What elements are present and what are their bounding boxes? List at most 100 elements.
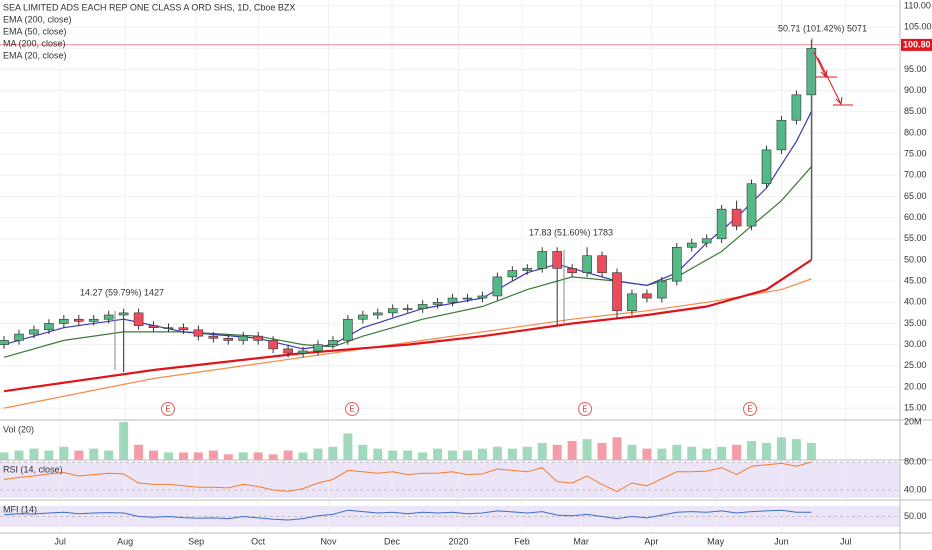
candle-body [806,47,817,96]
y-tick-label: 80.00 [904,127,927,137]
volume-bar [552,444,562,460]
candle-body [627,293,637,312]
volume-bar [208,450,218,460]
candle-body [253,335,263,341]
x-tick-label: Feb [514,536,530,546]
indicator-line [3,461,812,492]
candle-body [552,251,562,269]
price-tag [901,38,932,51]
candle-body [522,268,533,271]
y-tick-label: 25.00 [904,360,927,370]
candle-body [343,318,353,341]
volume-bar [732,444,742,460]
volume-bar [597,442,607,460]
volume-bar [268,454,278,460]
y-tick-label: 80.00 [904,456,927,466]
candle-body [701,238,712,244]
volume-bar [403,450,413,460]
candle-body [118,312,129,316]
candle-body [372,312,383,316]
y-tick-label: 15.00 [904,403,927,413]
candle-body [462,297,473,300]
y-tick-label: 20.00 [904,381,927,391]
earnings-marker [743,402,757,416]
volume-bar [193,452,203,460]
x-tick-label: Jun [774,536,789,546]
volume-bar [672,444,682,460]
volume-bar [418,452,428,460]
candle-body [328,340,338,345]
volume-bar [567,441,577,460]
volume-bar [223,454,233,460]
volume-bar [253,452,263,460]
volume-bar [14,450,24,460]
volume-bar [119,422,129,460]
volume-bar [477,448,487,460]
legend-label: MA (200, close) [3,38,66,48]
y-tick-label: 60.00 [904,212,927,222]
candle-body [776,119,787,151]
volume-bar [343,433,353,460]
x-tick-label: Mar [573,536,589,546]
volume-bar [44,450,54,460]
candle-body [402,308,413,310]
earnings-marker [578,402,592,416]
y-tick-label: 65.00 [904,191,927,201]
candle-body [73,318,84,322]
y-tick-label: 40.00 [904,297,927,307]
legend-label: EMA (50, close) [3,26,67,36]
candle-body [133,312,144,326]
legend-label: EMA (20, close) [3,50,67,60]
candle-body [657,280,667,299]
volume-bar [358,444,368,460]
volume-bar [149,450,159,460]
volume-bar [89,448,99,460]
y-tick-label: 105.00 [904,21,932,31]
y-tick-label: 55.00 [904,233,927,243]
volume-bar [492,446,502,460]
earnings-label: E [165,405,170,414]
candle-body [148,325,159,329]
x-tick-label: Nov [320,536,337,546]
candle-body [716,208,727,240]
indicator-line [3,509,812,521]
x-tick-label: May [707,536,725,546]
candle-body [313,344,323,352]
x-tick-label: Jul [54,536,66,546]
grid [0,0,900,533]
y-tick-label: 20M [904,416,922,426]
earnings-marker [345,402,359,416]
volume-bar [507,448,517,460]
volume-bar [74,450,84,460]
candle-body [88,318,99,322]
y-tick-label: 30.00 [904,339,927,349]
volume-bar [462,450,472,460]
x-tick-label: Aug [117,536,133,546]
candle-body [597,255,607,273]
volume-bar [238,452,248,460]
y-tick-label: 75.00 [904,148,927,158]
candle-body [208,335,219,339]
candle-body [238,335,249,341]
volume-bar [328,446,338,460]
volume-bar [627,444,637,460]
candle-body [791,94,802,121]
plot [0,39,900,521]
y-tick-label: 35.00 [904,318,927,328]
earnings-label: E [747,405,752,414]
candle-body [283,348,293,354]
chart-title: SEA LIMITED ADS EACH REP ONE CLASS A ORD… [3,2,295,12]
y-tick-label: 45.00 [904,276,927,286]
volume-bar [448,450,458,460]
candle-body [163,327,174,330]
candle-body [567,268,577,273]
y-tick-label: 40.00 [904,484,927,494]
candle-body [642,293,652,299]
candle-body [537,251,548,269]
volume-bar [388,450,398,460]
volume-bar [702,448,712,460]
candle-body [14,333,24,341]
legend-label: EMA (200, close) [3,14,72,24]
x-tick-label: Oct [251,536,266,546]
